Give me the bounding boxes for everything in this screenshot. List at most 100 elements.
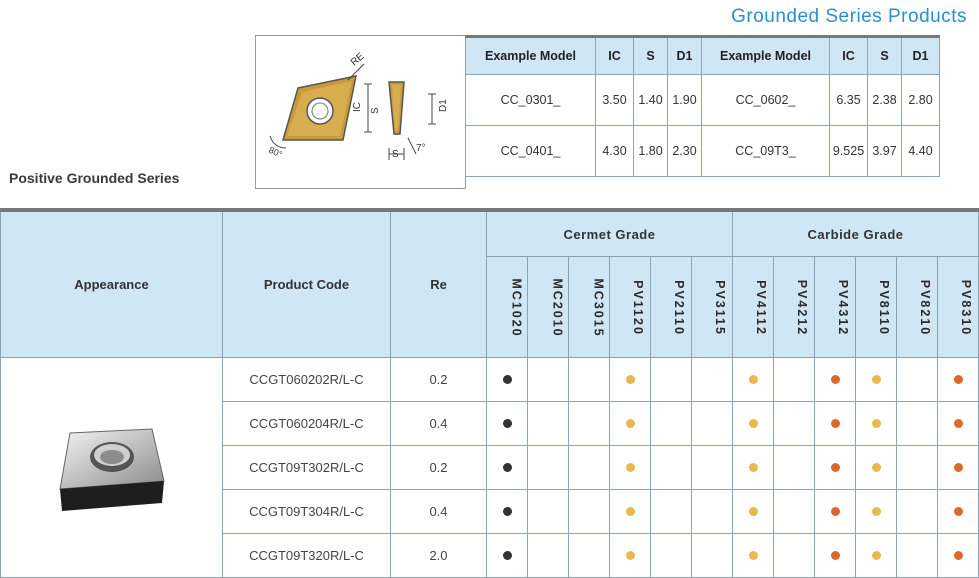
grade-cell	[609, 401, 651, 446]
grade-cell	[691, 357, 733, 402]
orange-dot-icon	[830, 375, 840, 384]
yellow-dot-icon	[625, 375, 635, 384]
table-row: CCGT09T302R/L-C 0.2	[1, 445, 979, 490]
spec-header-model-1: Example Model	[465, 35, 596, 75]
black-dot-icon	[502, 375, 512, 384]
grade-cell	[732, 489, 774, 534]
appearance-cell	[0, 357, 223, 578]
spec-cell: 2.80	[901, 74, 940, 126]
grade-label: PV4112	[753, 279, 768, 336]
grade-cell	[609, 445, 651, 490]
grade-cell	[732, 445, 774, 490]
grade-label: PV1120	[630, 279, 645, 336]
grade-cell	[609, 489, 651, 534]
orange-dot-icon	[830, 463, 840, 472]
grade-cell	[773, 489, 815, 534]
yellow-dot-icon	[871, 375, 881, 384]
black-dot-icon	[502, 551, 512, 560]
spec-cell: 2.30	[667, 125, 702, 177]
orange-dot-icon	[830, 507, 840, 516]
grade-cell	[691, 401, 733, 446]
grade-cell	[855, 445, 897, 490]
grade-cell	[773, 357, 815, 402]
grade-cell	[486, 533, 528, 578]
yellow-dot-icon	[871, 419, 881, 428]
spec-header-model-2: Example Model	[701, 35, 830, 75]
grade-header-mc3015: MC3015	[568, 256, 610, 358]
grade-label: PV8110	[876, 279, 891, 336]
product-code-cell: CCGT09T304R/L-C	[222, 489, 391, 534]
grade-cell	[650, 533, 692, 578]
orange-dot-icon	[953, 507, 963, 516]
grade-header-pv4312: PV4312	[814, 256, 856, 358]
grade-cell	[896, 401, 938, 446]
spec-cell: 2.38	[867, 74, 902, 126]
table-row: CCGT060204R/L-C 0.4	[1, 401, 979, 446]
grade-cell	[896, 445, 938, 490]
grade-cell	[937, 533, 979, 578]
grade-label: PV4212	[795, 279, 810, 336]
table-row: CCGT060202R/L-C 0.2	[0, 357, 979, 578]
grade-header-pv1120: PV1120	[609, 256, 651, 358]
grade-cell	[568, 533, 610, 578]
grade-cell	[773, 533, 815, 578]
grade-cell	[855, 357, 897, 402]
grade-cell	[486, 401, 528, 446]
grade-header-pv4112: PV4112	[732, 256, 774, 358]
product-code-cell: CCGT09T302R/L-C	[222, 445, 391, 490]
spec-cell: 3.97	[867, 125, 902, 177]
grade-label: PV4312	[836, 279, 851, 336]
black-dot-icon	[502, 419, 512, 428]
grade-cell	[896, 357, 938, 402]
table-row: CCGT09T304R/L-C 0.4	[1, 489, 979, 534]
grade-cell	[937, 445, 979, 490]
orange-dot-icon	[830, 419, 840, 428]
spec-cell: 9.525	[829, 125, 868, 177]
yellow-dot-icon	[871, 507, 881, 516]
spec-header-d1-1: D1	[667, 35, 702, 75]
spec-header-s-2: S	[867, 35, 902, 75]
orange-dot-icon	[953, 419, 963, 428]
grade-cell	[609, 533, 651, 578]
grade-cell	[773, 445, 815, 490]
angle-80-label: 80°	[267, 145, 284, 160]
spec-row: CC_0301_ 3.50 1.40 1.90 CC_0602_ 6.35 2.…	[465, 74, 940, 126]
spec-cell: 3.50	[595, 74, 634, 126]
appearance-header: Appearance	[0, 208, 223, 358]
spec-cell: 1.90	[667, 74, 702, 126]
grade-cell	[896, 489, 938, 534]
grade-group-row: Appearance Product Code Re Cermet Grade …	[0, 208, 979, 358]
spec-cell: 6.35	[829, 74, 868, 126]
series-title: Positive Grounded Series	[9, 170, 180, 186]
grade-label: MC2010	[550, 277, 565, 338]
black-dot-icon	[502, 463, 512, 472]
cermet-grade-header: Cermet Grade	[486, 208, 733, 257]
grade-cell	[486, 357, 528, 402]
grade-cell	[486, 445, 528, 490]
grade-cell	[732, 401, 774, 446]
grade-cell	[814, 489, 856, 534]
re-cell: 0.2	[390, 445, 487, 490]
spec-cell: 1.40	[633, 74, 668, 126]
grade-cell	[568, 401, 610, 446]
grade-header-pv8110: PV8110	[855, 256, 897, 358]
grade-label: MC3015	[591, 277, 606, 338]
grade-cell	[527, 445, 569, 490]
yellow-dot-icon	[625, 463, 635, 472]
spec-row: CC_0401_ 4.30 1.80 2.30 CC_09T3_ 9.525 3…	[465, 125, 940, 177]
spec-cell: CC_0602_	[701, 74, 830, 126]
grade-cell	[814, 533, 856, 578]
grade-label: PV2110	[671, 279, 686, 336]
grade-cell	[691, 489, 733, 534]
insert-dimension-diagram: IC RE 80° S D1 S 7°	[267, 51, 449, 160]
grade-cell	[609, 357, 651, 402]
grade-cell	[691, 445, 733, 490]
d1-label: D1	[438, 99, 449, 112]
grade-cell	[937, 357, 979, 402]
grade-cell	[937, 401, 979, 446]
yellow-dot-icon	[748, 419, 758, 428]
grade-cell	[527, 489, 569, 534]
grade-label: MC1020	[509, 277, 524, 338]
product-code-cell: CCGT060204R/L-C	[222, 401, 391, 446]
grade-cell	[527, 357, 569, 402]
